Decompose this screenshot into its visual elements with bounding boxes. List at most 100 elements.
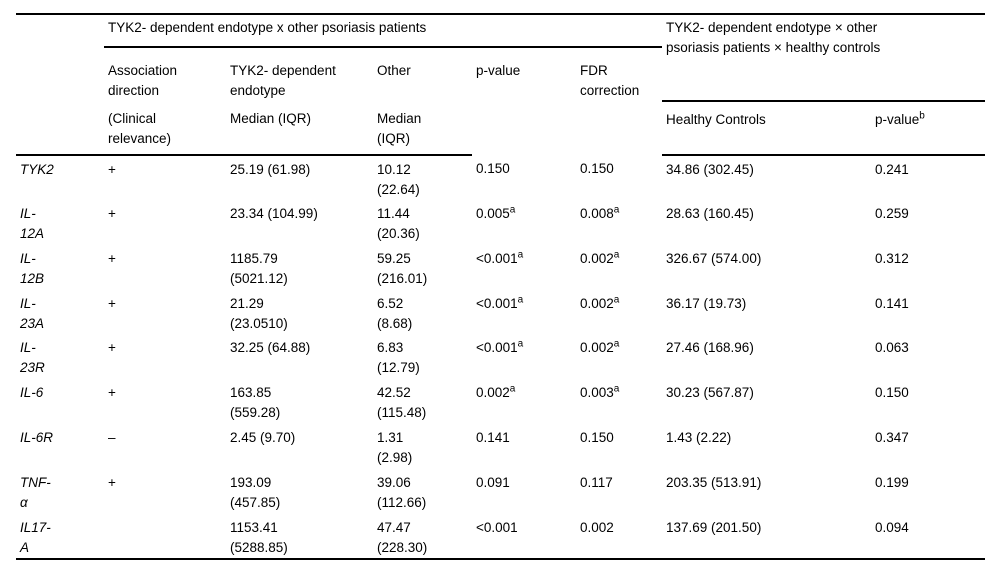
- cell-association: +: [108, 295, 116, 311]
- cell-healthy: 28.63 (160.45): [666, 206, 754, 221]
- cell-healthy: 30.23 (567.87): [666, 385, 754, 401]
- cell-gene: IL- 23A: [20, 295, 45, 331]
- table-body: TYK2 +25.19 (61.98) 10.12 (22.64) 0.150 0.15…: [16, 155, 985, 559]
- cell-tyk2-median: 1185.79 (5021.12): [230, 250, 288, 286]
- cell-healthy: 137.69 (201.50): [666, 519, 762, 535]
- cell-pvalue-b: 0.150: [875, 385, 909, 401]
- column-header-fdr-correction: FDR correction: [580, 63, 640, 98]
- cell-association: +: [108, 206, 116, 221]
- cell-tyk2-median: 23.34 (104.99): [230, 206, 318, 221]
- cell-pvalue: <0.001a: [476, 249, 524, 266]
- cell-gene: IL- 12B: [20, 250, 45, 286]
- cell-gene: IL17- A: [20, 519, 51, 555]
- cell-fdr: 0.008a: [580, 204, 620, 221]
- cell-other-median: 47.47 (228.30): [377, 519, 428, 555]
- cell-fdr: 0.117: [580, 474, 613, 490]
- cell-pvalue: <0.001: [476, 519, 518, 535]
- cell-gene: TNF- α: [20, 474, 51, 510]
- cell-gene: IL-6R: [20, 429, 54, 445]
- cell-gene: IL- 12A: [20, 206, 45, 241]
- table-row: IL-6R – 2.45 (9.70) 1.31 (2.98) 0.141 0.150 1.…: [16, 424, 985, 469]
- column-header-pvalue: p-value: [476, 63, 521, 78]
- column-subheader-clinical-relevance: (Clinical relevance): [104, 101, 226, 156]
- cell-other-median: 10.12 (22.64): [377, 162, 420, 197]
- cell-pvalue-b: 0.312: [875, 250, 909, 266]
- table-header: TYK2- dependent endotype x other psorias…: [16, 14, 985, 156]
- cell-pvalue: 0.002a: [476, 383, 516, 401]
- cell-fdr: 0.003a: [580, 383, 620, 401]
- cell-pvalue-b: 0.094: [875, 519, 909, 535]
- cell-pvalue: 0.005a: [476, 204, 516, 221]
- cell-association: [104, 514, 226, 559]
- cell-healthy: 34.86 (302.45): [666, 162, 754, 177]
- column-header-other: Other: [377, 63, 411, 78]
- table-row: TNF- α +193.09 (457.85) 39.06 (112.66) 0.09…: [16, 469, 985, 514]
- cell-fdr: 0.150: [580, 429, 614, 445]
- cell-healthy: 36.17 (19.73): [666, 295, 747, 311]
- gene-column-header: [16, 14, 104, 156]
- results-table: TYK2- dependent endotype x other psorias…: [16, 13, 985, 560]
- cell-tyk2-median: 163.85 (559.28): [230, 385, 281, 421]
- cell-association: +: [108, 474, 116, 490]
- table-row: IL-6 +163.85 (559.28) 42.52 (115.48) 0.002a…: [16, 379, 985, 424]
- cell-other-median: 59.25 (216.01): [377, 250, 428, 286]
- group-header-psoriasis: TYK2- dependent endotype x other psorias…: [104, 14, 662, 48]
- cell-other-median: 11.44 (20.36): [377, 206, 420, 241]
- table-row: IL- 12B +1185.79 (5021.12) 59.25 (216.01) <…: [16, 245, 985, 290]
- column-header-pvalue-b: p-valueb: [871, 101, 985, 156]
- table-row: TYK2 +25.19 (61.98) 10.12 (22.64) 0.150 0.15…: [16, 155, 985, 200]
- cell-fdr: 0.002a: [580, 249, 620, 266]
- table-row: IL17- A 1153.41 (5288.85) 47.47 (228.30) <0…: [16, 514, 985, 559]
- cell-other-median: 6.52 (8.68): [377, 295, 413, 331]
- cell-pvalue: <0.001a: [476, 338, 524, 356]
- cell-other-median: 42.52 (115.48): [377, 385, 427, 421]
- table-row: IL- 23A +21.29 (23.0510) 6.52 (8.68) <0.001…: [16, 290, 985, 335]
- cell-association: +: [108, 385, 116, 401]
- cell-pvalue: 0.150: [476, 161, 510, 176]
- cell-gene: TYK2: [20, 162, 54, 177]
- cell-tyk2-median: 193.09 (457.85): [230, 474, 281, 510]
- cell-pvalue-b: 0.141: [875, 295, 909, 311]
- cell-tyk2-median: 21.29 (23.0510): [230, 295, 288, 331]
- cell-tyk2-median: 2.45 (9.70): [230, 429, 296, 445]
- cell-pvalue-b: 0.259: [875, 206, 909, 221]
- cell-pvalue-b: 0.241: [875, 162, 909, 177]
- cell-association: +: [108, 250, 116, 266]
- column-header-tyk2-endotype: TYK2- dependent endotype: [230, 63, 336, 98]
- column-subheader-tyk2-median-iqr: Median (IQR): [226, 101, 373, 156]
- cell-association: +: [108, 162, 116, 177]
- cell-tyk2-median: 1153.41 (5288.85): [230, 519, 288, 555]
- cell-tyk2-median: 25.19 (61.98): [230, 162, 311, 177]
- cell-pvalue: <0.001a: [476, 294, 524, 311]
- group-header-row: TYK2- dependent endotype x other psorias…: [16, 14, 985, 156]
- cell-healthy: 1.43 (2.22): [666, 429, 732, 445]
- cell-fdr: 0.002a: [580, 338, 620, 356]
- cell-pvalue-b: 0.063: [875, 340, 909, 356]
- column-subheader-row: (Clinical relevance) Median (IQR) Median…: [16, 101, 985, 156]
- cell-pvalue: 0.141: [476, 429, 510, 445]
- cell-healthy: 27.46 (168.96): [666, 340, 754, 356]
- cell-healthy: 326.67 (574.00): [666, 250, 762, 266]
- cell-association: +: [108, 340, 116, 356]
- table-row: IL- 12A +23.34 (104.99) 11.44 (20.36) 0.005…: [16, 200, 985, 245]
- cell-fdr: 0.002: [580, 519, 614, 535]
- column-header-association: Association direction: [108, 63, 178, 98]
- table-row: IL- 23R +32.25 (64.88) 6.83 (12.79) <0.001a…: [16, 334, 985, 379]
- cell-pvalue-b: 0.199: [875, 474, 909, 490]
- group-header-healthy-controls: TYK2- dependent endotype × other psorias…: [662, 14, 985, 102]
- cell-healthy: 203.35 (513.91): [666, 474, 762, 490]
- column-subheader-other-median-iqr: Median (IQR): [373, 101, 472, 156]
- cell-other-median: 6.83 (12.79): [377, 340, 420, 376]
- cell-association: –: [108, 429, 116, 445]
- cell-fdr: 0.002a: [580, 294, 620, 311]
- cell-pvalue-b: 0.347: [875, 429, 909, 445]
- cell-other-median: 1.31 (2.98): [377, 429, 413, 465]
- cell-other-median: 39.06 (112.66): [377, 474, 427, 510]
- cell-fdr: 0.150: [580, 161, 614, 176]
- cell-gene: IL- 23R: [20, 340, 45, 376]
- column-header-row: Association direction TYK2- dependent en…: [16, 47, 985, 101]
- cell-pvalue: 0.091: [476, 474, 510, 490]
- cell-gene: IL-6: [20, 385, 44, 401]
- cell-tyk2-median: 32.25 (64.88): [230, 340, 311, 356]
- column-header-healthy-controls: Healthy Controls: [662, 101, 871, 156]
